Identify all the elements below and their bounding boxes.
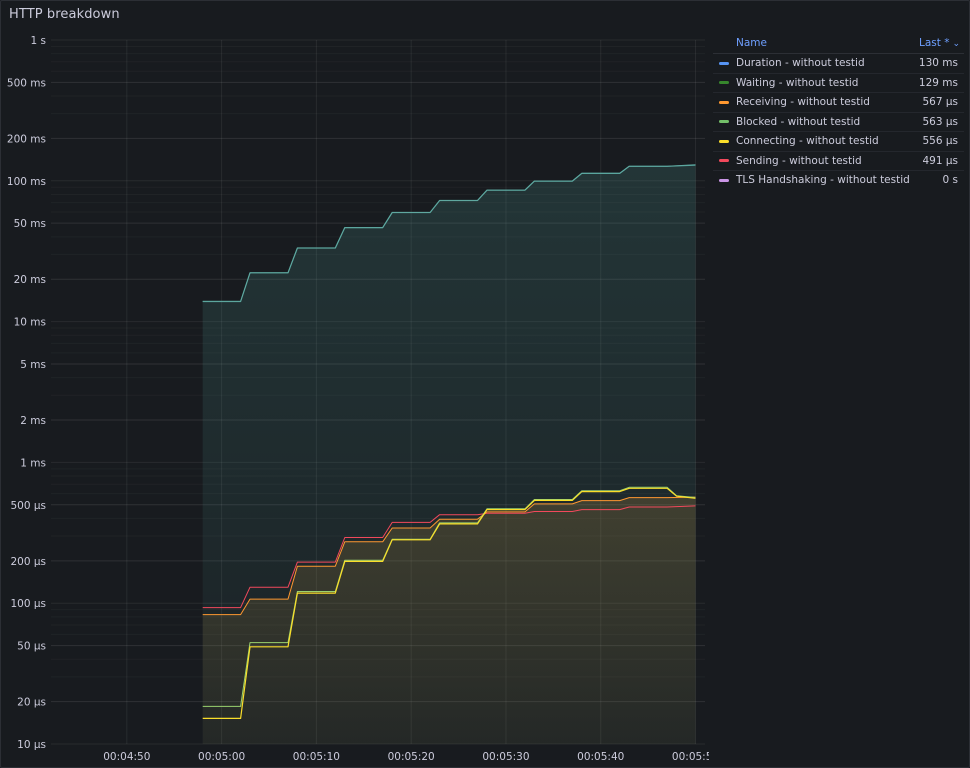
- x-tick-label: 00:05:00: [198, 751, 245, 763]
- legend-item-name: Blocked - without testid: [736, 115, 861, 128]
- legend-item-value: 130 ms: [918, 57, 958, 70]
- legend-item-value: 567 µs: [922, 96, 958, 109]
- legend-col-value: Last *: [918, 37, 950, 49]
- panel-title[interactable]: HTTP breakdown: [9, 7, 120, 22]
- series-lines: [202, 164, 696, 719]
- y-tick-label: 1 ms: [20, 457, 46, 469]
- legend-swatch: [719, 100, 729, 104]
- legend-item[interactable]: Receiving - without testid 567 µs: [713, 93, 964, 113]
- y-tick-label: 200 µs: [10, 556, 46, 568]
- series-line[interactable]: [202, 496, 696, 616]
- y-tick-label: 100 µs: [10, 598, 46, 610]
- y-tick-label: 5 ms: [20, 359, 46, 371]
- series-area: [202, 497, 696, 744]
- legend-item-value: 563 µs: [922, 115, 958, 128]
- legend-item-name: Receiving - without testid: [736, 96, 870, 109]
- legend-swatch: [719, 159, 729, 163]
- y-tick-label: 100 ms: [7, 176, 46, 188]
- legend-item-value: 491 µs: [922, 154, 958, 167]
- legend-swatch: [719, 81, 729, 85]
- legend-col-name[interactable]: Name: [736, 37, 767, 49]
- y-axis: 1 s 500 ms 200 ms 100 ms 50 ms 20 ms 10 ms 5 ms…: [7, 35, 46, 751]
- legend-item[interactable]: Connecting - without testid 556 µs: [713, 132, 964, 152]
- y-tick-label: 10 µs: [17, 739, 46, 751]
- legend-col-value-sort[interactable]: Last * ⌄: [919, 37, 960, 49]
- legend-item[interactable]: TLS Handshaking - without testid 0 s: [713, 171, 964, 190]
- legend-item-name: Duration - without testid: [736, 57, 865, 70]
- legend-item-name: Waiting - without testid: [736, 76, 859, 89]
- x-tick-label: 00:05:30: [482, 751, 529, 763]
- chart-plot[interactable]: 1 s 500 ms 200 ms 100 ms 50 ms 20 ms 10 ms 5 ms…: [1, 1, 709, 767]
- y-tick-label: 1 s: [31, 35, 47, 47]
- legend-item[interactable]: Blocked - without testid 563 µs: [713, 113, 964, 132]
- series-fills: [202, 164, 696, 745]
- legend-item-name: Connecting - without testid: [736, 135, 879, 148]
- y-tick-label: 10 ms: [14, 317, 46, 329]
- legend-item[interactable]: Sending - without testid 491 µs: [713, 152, 964, 171]
- x-tick-label: 00:05:20: [388, 751, 435, 763]
- x-tick-label: 00:05:40: [577, 751, 624, 763]
- chevron-down-icon: ⌄: [952, 39, 960, 49]
- y-tick-label: 2 ms: [20, 415, 46, 427]
- y-tick-label: 50 ms: [14, 218, 46, 230]
- legend-header: Name Last * ⌄: [713, 33, 964, 54]
- legend-item-name: Sending - without testid: [736, 154, 862, 167]
- y-tick-label: 20 ms: [14, 274, 46, 286]
- x-axis: 00:04:50 00:05:00 00:05:10 00:05:20 00:05:30…: [103, 751, 709, 763]
- legend-item-name: TLS Handshaking - without testid: [736, 174, 910, 187]
- legend-swatch: [719, 139, 729, 143]
- legend-swatch: [719, 178, 729, 182]
- x-tick-label: 00:05:10: [293, 751, 340, 763]
- legend-item[interactable]: Waiting - without testid 129 ms: [713, 74, 964, 93]
- legend-item-value: 129 ms: [918, 76, 958, 89]
- legend-swatch: [719, 120, 729, 124]
- y-tick-label: 500 µs: [10, 500, 46, 512]
- series-line[interactable]: [202, 505, 696, 609]
- y-tick-label: 500 ms: [7, 77, 46, 89]
- x-tick-label: 00:05:50: [672, 751, 709, 763]
- series-line[interactable]: [202, 164, 696, 302]
- series-line[interactable]: [202, 487, 696, 719]
- y-tick-label: 50 µs: [17, 641, 46, 653]
- x-tick-label: 00:04:50: [103, 751, 150, 763]
- y-tick-label: 20 µs: [17, 697, 46, 709]
- y-tick-label: 200 ms: [7, 133, 46, 145]
- legend: Name Last * ⌄ Duration - without testid 13…: [713, 33, 964, 190]
- legend-item-value: 0 s: [942, 174, 959, 187]
- legend-item-value: 556 µs: [922, 135, 958, 148]
- legend-item[interactable]: Duration - without testid 130 ms: [713, 54, 964, 74]
- legend-swatch: [719, 61, 729, 65]
